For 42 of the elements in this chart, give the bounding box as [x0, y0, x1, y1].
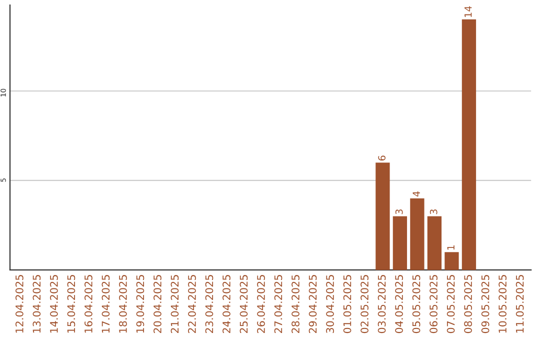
x-tick-label: 20.04.2025 — [154, 275, 162, 334]
x-tick-label: 02.05.2025 — [360, 275, 368, 334]
x-tick-label: 03.05.2025 — [378, 275, 386, 334]
x-tick-label: 11.05.2025 — [516, 275, 524, 333]
x-tick-label: 08.05.2025 — [464, 275, 472, 334]
x-tick-label: 09.05.2025 — [481, 275, 490, 334]
x-tick-label: 06.05.2025 — [430, 275, 438, 334]
x-tick-label: 01.05.2025 — [343, 275, 352, 334]
x-tick-label: 28.04.2025 — [292, 275, 300, 334]
x-tick-label: 10.05.2025 — [498, 275, 507, 333]
x-tick-label: 12.04.2025 — [15, 275, 24, 333]
x-tick-label: 24.04.2025 — [222, 275, 230, 334]
x-tick-label: 14.04.2025 — [50, 275, 58, 333]
x-tick-label: 26.04.2025 — [257, 275, 265, 334]
data-label: 4 — [412, 191, 420, 197]
bar — [462, 19, 476, 270]
bar — [392, 216, 408, 270]
x-tick-label: 27.04.2025 — [274, 275, 282, 334]
bar — [410, 198, 424, 270]
x-tick-label: 25.04.2025 — [240, 275, 248, 334]
data-label: 14 — [464, 6, 472, 17]
x-tick-label: 18.04.2025 — [119, 275, 127, 333]
data-label: 1 — [447, 245, 454, 250]
x-tick-label: 07.05.2025 — [446, 275, 455, 334]
x-tick-label: 29.04.2025 — [308, 275, 317, 334]
x-tick-label: 13.04.2025 — [32, 275, 41, 333]
bar — [376, 162, 390, 270]
x-tick-label: 16.04.2025 — [84, 275, 92, 333]
x-tick-label: 21.04.2025 — [170, 275, 179, 334]
data-label: 3 — [430, 209, 438, 214]
x-tick-label: 04.05.2025 — [395, 275, 403, 334]
x-tick-label: 17.04.2025 — [102, 275, 110, 333]
x-tick-label: 15.04.2025 — [67, 275, 76, 333]
x-tick-label: 30.04.2025 — [326, 275, 334, 333]
x-tick-label: 19.04.2025 — [136, 275, 144, 333]
data-label: 3 — [395, 209, 403, 214]
x-tick-label: 22.04.2025 — [188, 275, 196, 334]
data-label: 6 — [378, 156, 386, 161]
x-tick-label: 05.05.2025 — [412, 275, 420, 334]
bar — [427, 216, 442, 270]
bar — [444, 252, 459, 270]
x-tick-label: 23.04.2025 — [205, 275, 214, 334]
